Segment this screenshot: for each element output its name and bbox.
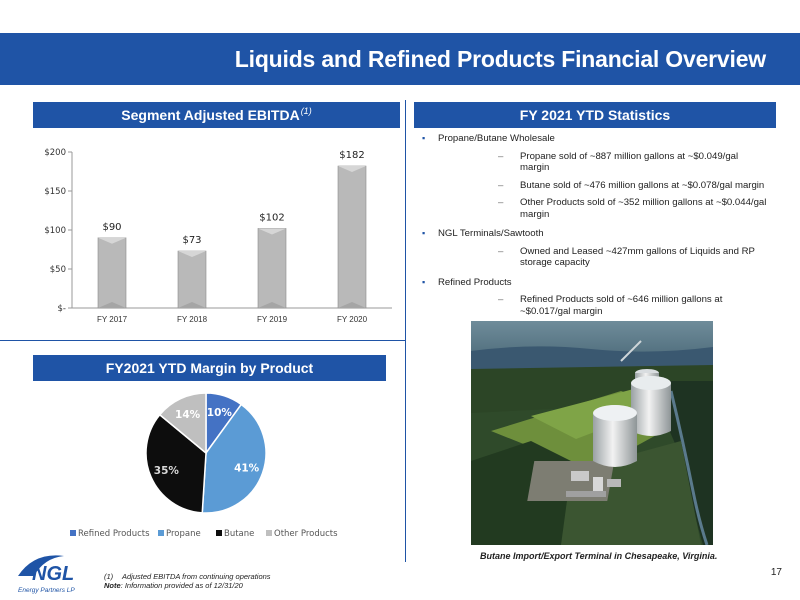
stats-subitem-text: Other Products sold of ~352 million gall… (520, 197, 767, 220)
x-tick-label: FY 2020 (337, 315, 368, 324)
ebitda-section-header: Segment Adjusted EBITDA (1) (33, 102, 400, 128)
pie-label: 35% (154, 465, 180, 477)
footnote-text: Adjusted EBITDA from continuing operatio… (122, 572, 271, 581)
ebitda-bar-chart: $- $50 $100 $150 $200 $90 FY 2017 $73 FY 2018 $10… (44, 148, 392, 324)
legend-label: Butane (224, 529, 254, 539)
stats-subitem: – Other Products sold of ~352 million gal… (438, 197, 768, 220)
stats-item: ▪ Propane/Butane Wholesale – Propane sold… (422, 133, 792, 220)
data-label: $182 (339, 150, 364, 161)
stats-section-header: FY 2021 YTD Statistics (414, 102, 776, 128)
y-tick-label: $50 (50, 265, 66, 275)
stats-item: ▪ Refined Products – Refined Products sol… (422, 277, 792, 318)
logo-subtitle: Energy Partners LP (18, 587, 75, 594)
title-bar: Liquids and Refined Products Financial O… (0, 33, 800, 85)
dash-icon: – (498, 294, 504, 305)
footnote-1: (1) Adjusted EBITDA from continuing opera… (104, 572, 271, 581)
ebitda-footnote-ref: (1) (300, 106, 312, 116)
bar-fy-2018 (177, 250, 207, 309)
legend-item: Butane (216, 529, 254, 539)
pie-slice-propane (201, 403, 267, 514)
stats-subitem: – Owned and Leased ~427mm gallons of Liqu… (438, 246, 768, 269)
pie-label: 14% (175, 409, 201, 421)
legend-item: Other Products (266, 529, 338, 539)
stats-list: ▪ Propane/Butane Wholesale – Propane sold… (422, 133, 792, 325)
stats-subitem: – Propane sold of ~887 million gallons at… (438, 151, 768, 174)
bullet-icon: ▪ (422, 276, 426, 287)
data-label: $73 (182, 235, 201, 246)
bar-bevel-top (258, 228, 286, 235)
bar (97, 237, 127, 309)
legend-swatch (266, 530, 272, 536)
data-label: $90 (102, 222, 121, 233)
bar-bevel-bottom (98, 302, 126, 308)
bar-bevel-bottom (258, 302, 286, 308)
bar (257, 228, 287, 309)
data-label: $102 (259, 212, 284, 223)
legend-swatch (216, 530, 222, 536)
y-tick-label: $100 (44, 226, 66, 236)
stats-item: ▪ NGL Terminals/Sawtooth – Owned and Leas… (422, 228, 792, 269)
x-tick-label: FY 2018 (177, 315, 208, 324)
photo-caption: Butane Import/Export Terminal in Chesape… (480, 551, 718, 561)
x-tick-label: FY 2017 (97, 315, 128, 324)
footnote-note: Note: Information provided as of 12/31/2… (104, 581, 271, 590)
note-label: Note (104, 581, 121, 590)
bar-bevel-bottom (178, 302, 206, 308)
bar-bevel-top (338, 166, 366, 173)
bar-fy-2019 (257, 228, 287, 309)
y-tick-label: $- (58, 304, 66, 314)
horizontal-divider (0, 340, 405, 341)
ngl-logo: NGL Energy Partners LP (18, 555, 75, 594)
dash-icon: – (498, 179, 504, 191)
stats-item-label: NGL Terminals/Sawtooth (438, 228, 544, 239)
dash-icon: – (498, 245, 504, 257)
footnote-number: (1) (104, 572, 114, 581)
pie-slice-butane (145, 413, 207, 514)
logo-name: NGL (32, 563, 74, 585)
y-tick-label: $200 (44, 148, 66, 158)
stats-subitem-text: Propane sold of ~887 million gallons at … (520, 150, 739, 174)
legend-swatch (70, 530, 76, 536)
legend-item: Propane (158, 529, 201, 539)
dash-icon: – (498, 150, 504, 162)
margin-section-header: FY2021 YTD Margin by Product (33, 355, 386, 381)
vertical-divider (405, 100, 406, 562)
bullet-icon: ▪ (422, 228, 426, 238)
terminal-photo (471, 321, 713, 545)
legend-label: Propane (166, 529, 201, 539)
page-number: 17 (770, 567, 782, 578)
bar-fy-2017 (97, 237, 127, 309)
stats-item-label: Refined Products (438, 276, 512, 288)
margin-section-title: FY2021 YTD Margin by Product (105, 360, 314, 376)
stats-subitem: – Refined Products sold of ~646 million g… (438, 294, 768, 317)
bar (337, 165, 367, 309)
stats-item-label: Propane/Butane Wholesale (438, 133, 555, 144)
note-text: : Information provided as of 12/31/20 (120, 581, 243, 590)
x-tick-label: FY 2019 (257, 315, 288, 324)
stats-subitem-text: Refined Products sold of ~646 million ga… (520, 294, 723, 317)
ebitda-section-title: Segment Adjusted EBITDA (121, 107, 300, 123)
stats-subitem: – Butane sold of ~476 million gallons at … (438, 180, 768, 192)
footnotes: (1) Adjusted EBITDA from continuing opera… (104, 572, 271, 590)
pie-label: 10% (207, 407, 233, 419)
bullet-icon: ▪ (422, 133, 426, 143)
stats-subitem-text: Owned and Leased ~427mm gallons of Liqui… (520, 245, 755, 269)
y-tick-label: $150 (44, 187, 66, 197)
bar-bevel-bottom (338, 302, 366, 308)
margin-pie-chart: 10% 41% 35% 14% Refined Products Propane Butan… (70, 392, 338, 539)
legend-swatch (158, 530, 164, 536)
page-title: Liquids and Refined Products Financial O… (234, 45, 766, 72)
dash-icon: – (498, 197, 504, 208)
pie-slice-other-products (158, 392, 207, 455)
legend-label: Other Products (274, 529, 338, 539)
bar-bevel-top (178, 251, 206, 258)
bar-bevel-top (98, 237, 126, 244)
bar (177, 250, 207, 309)
stats-section-title: FY 2021 YTD Statistics (519, 107, 671, 123)
bar-fy-2020 (337, 165, 367, 309)
legend-item: Refined Products (70, 529, 150, 539)
stats-subitem-text: Butane sold of ~476 million gallons at ~… (520, 179, 765, 191)
pie-label: 41% (234, 463, 260, 475)
legend-label: Refined Products (78, 529, 150, 539)
